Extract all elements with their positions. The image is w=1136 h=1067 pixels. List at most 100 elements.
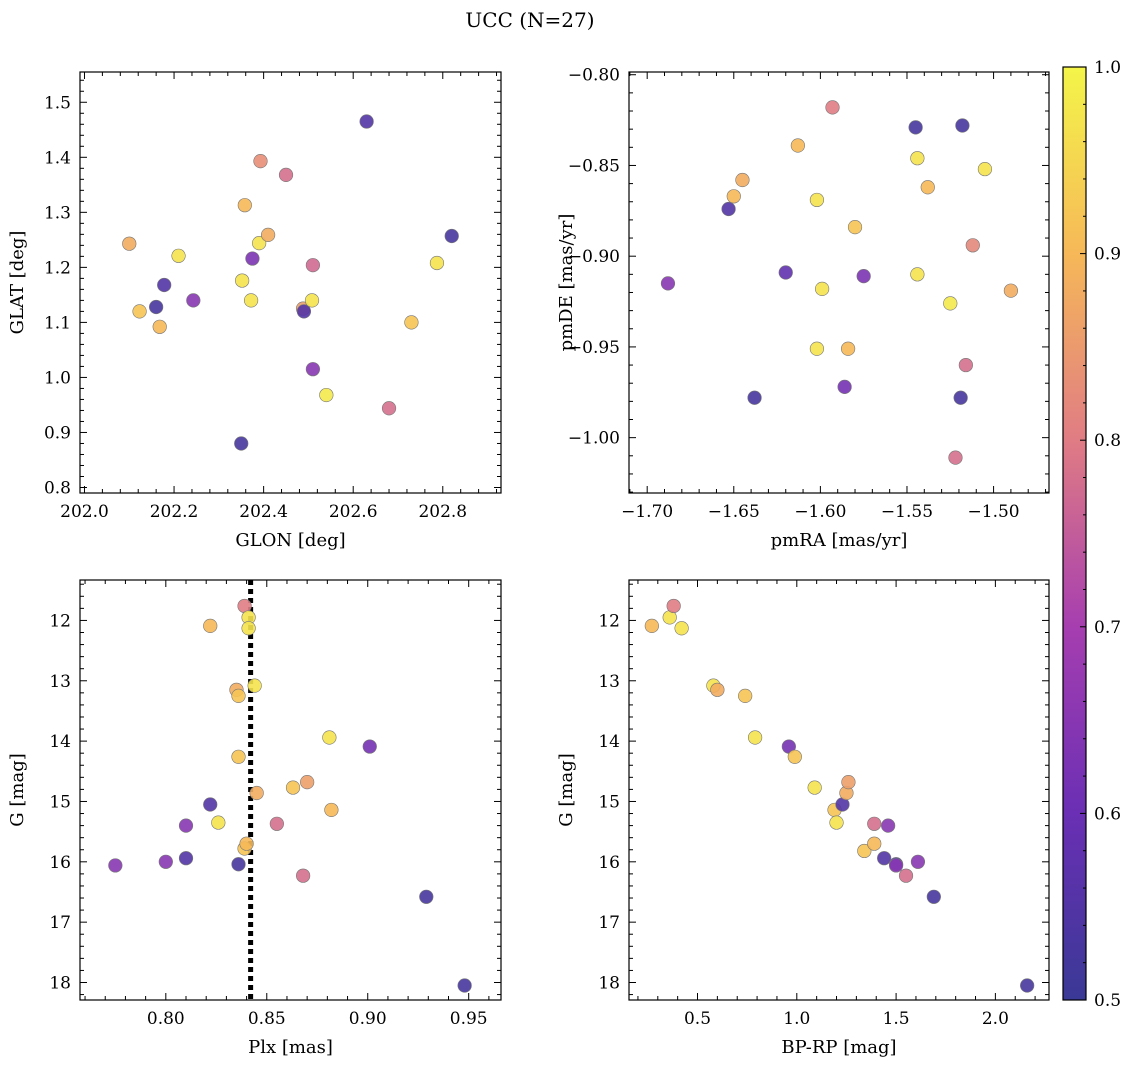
y-tick-label: 1.1 xyxy=(44,313,71,333)
scatter-point xyxy=(381,401,397,416)
scatter-point xyxy=(296,868,311,883)
scatter-point xyxy=(211,815,226,830)
scatter-point xyxy=(252,236,267,251)
scatter-point xyxy=(241,621,256,636)
panels: 202.0 202.2 202.4 202.6 202.8 0.8 0.9 1.0 1.1 1.2… xyxy=(7,66,1050,1058)
scatter-point xyxy=(920,180,935,195)
colorbar-gradient xyxy=(1062,66,1087,1001)
scatter-point xyxy=(888,858,904,873)
scatter-point xyxy=(186,293,201,308)
x-tick-label: 202.6 xyxy=(329,502,378,522)
y-tick-label: 15 xyxy=(49,792,71,812)
panel-plx_g: 0.80 0.85 0.90 0.95 12 13 14 15 16 17 18 Plx [mas] G… xyxy=(7,579,502,1058)
y-tick-label: −1.00 xyxy=(568,429,620,449)
scatter-point xyxy=(419,889,434,904)
scatter-point xyxy=(943,296,958,311)
scatter-point xyxy=(285,780,301,795)
scatter-point xyxy=(790,138,805,153)
y-tick-label: 0.8 xyxy=(44,478,71,498)
scatter-point xyxy=(239,836,254,851)
scatter-point xyxy=(171,248,186,263)
y-tick-label: 15 xyxy=(598,792,620,812)
y-tick-label: 16 xyxy=(49,853,71,873)
colorbar-tick-label: 1.0 xyxy=(1094,58,1121,78)
y-tick-label: 16 xyxy=(598,853,620,873)
figure-title: UCC (N=27) xyxy=(465,8,594,32)
scatter-point xyxy=(444,228,459,244)
scatter-point xyxy=(747,730,763,745)
scatter-points xyxy=(108,598,472,993)
y-tick-label: 1.5 xyxy=(44,93,71,113)
scatter-point xyxy=(965,238,980,253)
y-axis-label: G [mag] xyxy=(7,753,28,826)
y-tick-label: 14 xyxy=(49,732,71,752)
colorbar-tick-label: 0.6 xyxy=(1094,804,1121,824)
scatter-point xyxy=(132,304,147,319)
scatter-point xyxy=(857,843,872,859)
scatter-point xyxy=(787,749,802,764)
axes-frame xyxy=(79,71,502,494)
x-tick-label: −1.55 xyxy=(881,502,933,522)
scatter-point xyxy=(958,357,973,373)
scatter-point xyxy=(231,749,246,764)
scatter-point xyxy=(249,785,264,801)
x-tick-label: 202.0 xyxy=(60,502,109,522)
panel-pmra_pmde: −1.70 −1.65 −1.60 −1.55 −1.50 −0.80 −0.85 −0.90… xyxy=(556,66,1050,551)
scatter-point xyxy=(877,851,892,866)
scatter-point xyxy=(926,889,941,904)
scatter-point xyxy=(644,618,659,633)
scatter-point xyxy=(245,251,260,266)
y-tick-label: 17 xyxy=(49,913,71,933)
x-axis-label: GLON [deg] xyxy=(235,530,345,551)
y-tick-label: 18 xyxy=(598,974,620,994)
panel-bprp_g: 0.5 1.0 1.5 2.0 12 13 14 15 16 17 18 BP-RP [mag] G [… xyxy=(556,579,1050,1058)
scatter-point xyxy=(178,851,194,866)
scatter-point xyxy=(304,293,320,308)
x-axis-label: BP-RP [mag] xyxy=(781,1037,896,1058)
y-tick-label: −0.85 xyxy=(568,156,620,176)
x-tick-label: 202.4 xyxy=(239,502,288,522)
scatter-point xyxy=(840,341,856,356)
scatter-point xyxy=(305,258,320,273)
y-tick-label: 13 xyxy=(49,672,71,692)
scatter-point xyxy=(404,315,419,330)
scatter-point xyxy=(825,100,840,115)
y-tick-label: 14 xyxy=(598,732,620,752)
y-axis-label: GLAT [deg] xyxy=(7,231,28,335)
scatter-point xyxy=(253,154,268,169)
scatter-point xyxy=(841,775,856,790)
scatter-point xyxy=(910,267,925,282)
x-tick-label: −1.70 xyxy=(621,502,673,522)
scatter-point xyxy=(319,387,334,403)
scatter-point xyxy=(898,868,914,883)
scatter-point xyxy=(809,341,825,356)
y-tick-label: 1.2 xyxy=(44,258,71,278)
axes-frame xyxy=(79,579,502,1001)
x-tick-label: 0.85 xyxy=(248,1009,286,1029)
axes-frame xyxy=(628,71,1050,494)
scatter-point xyxy=(324,802,339,818)
y-tick-label: 1.3 xyxy=(44,203,71,223)
y-tick-label: 1.4 xyxy=(44,148,71,168)
scatter-point xyxy=(1003,283,1018,298)
y-tick-label: −0.90 xyxy=(568,247,620,267)
scatter-point xyxy=(278,167,294,183)
x-tick-label: −1.50 xyxy=(968,502,1020,522)
scatter-point xyxy=(243,293,259,308)
scatter-point xyxy=(158,854,173,869)
scatter-point xyxy=(908,120,923,135)
colorbar-tick-label: 0.9 xyxy=(1094,245,1121,265)
scatter-point xyxy=(977,161,993,177)
scatter-point xyxy=(837,379,852,394)
x-tick-label: 0.80 xyxy=(147,1009,185,1029)
colorbar-tick-label: 0.7 xyxy=(1094,618,1121,638)
scatter-point xyxy=(152,319,167,334)
scatter-point xyxy=(231,688,246,703)
scatter-point xyxy=(300,775,315,790)
scatter-point xyxy=(247,678,262,693)
scatter-point xyxy=(948,450,963,465)
x-tick-label: −1.65 xyxy=(708,502,760,522)
scatter-point xyxy=(910,854,926,869)
scatter-point xyxy=(738,688,753,703)
